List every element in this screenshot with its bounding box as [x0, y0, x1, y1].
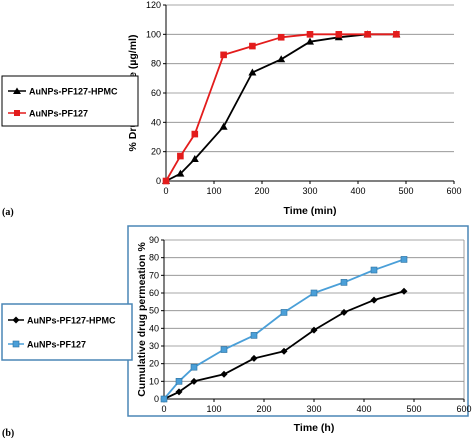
a-x-tick-label: 600 — [446, 186, 461, 196]
b-series-1-point — [370, 266, 378, 274]
b-series-1-point — [400, 256, 408, 263]
b-x-tick-label: 0 — [161, 404, 166, 414]
b-series-0-point — [400, 287, 408, 295]
a-y-tick-label: 40 — [151, 117, 161, 127]
panel-a-x-axis-label: Time (min) — [284, 205, 337, 217]
a-x-tick-label: 300 — [302, 186, 317, 196]
b-series-1-point — [160, 395, 168, 403]
b-series-1-point — [190, 363, 198, 371]
a-y-tick-label: 0 — [156, 176, 161, 186]
panel-a: (a) Time (min) % Drug Release (µg/ml) Au… — [1, 0, 462, 218]
panel-a-label: (a) — [2, 207, 14, 218]
panel-b-y-axis-label: Cumulative drug permeation % — [136, 242, 148, 397]
a-series-1-point — [177, 152, 184, 160]
a-series-1-point — [306, 31, 314, 38]
b-series-0-point — [190, 377, 198, 385]
a-series-1-line — [165, 33, 397, 182]
b-y-tick-label: 20 — [149, 359, 159, 369]
a-x-tick-label: 0 — [163, 186, 168, 196]
a-series-1-point — [220, 51, 227, 59]
panel-b-legend-box — [1, 303, 133, 361]
b-y-tick-label: 70 — [149, 270, 159, 280]
b-series-0-point — [370, 296, 378, 304]
panel-b-legend-marker-hpmc — [12, 316, 20, 324]
panel-a-legend-box — [1, 75, 139, 127]
a-series-0-point — [219, 122, 228, 130]
b-series-1-point — [280, 309, 288, 316]
b-y-tick-label: 60 — [149, 288, 159, 298]
a-x-tick-label: 400 — [350, 186, 365, 196]
b-series-0-point — [175, 388, 183, 396]
panel-a-legend-label-hpmc: AuNPs-PF127-HPMC — [29, 87, 118, 97]
b-x-tick-label: 600 — [456, 404, 471, 414]
b-y-tick-label: 50 — [149, 306, 159, 316]
a-series-0-point — [277, 55, 286, 63]
panel-a-legend-marker-hpmc — [13, 87, 21, 94]
panel-b-label: (b) — [2, 428, 14, 438]
panel-a-legend-marker-pf127 — [14, 110, 20, 116]
panel-b-x-axis-label: Time (h) — [294, 422, 335, 434]
b-y-tick-label: 30 — [149, 341, 159, 351]
a-y-tick-label: 60 — [151, 88, 161, 98]
b-x-tick-label: 500 — [406, 404, 421, 414]
b-series-0-point — [310, 326, 318, 334]
b-x-tick-label: 300 — [306, 404, 321, 414]
b-series-0-point — [340, 308, 348, 316]
a-series-1-point — [393, 31, 400, 38]
a-series-1-point — [335, 31, 343, 38]
b-y-tick-label: 40 — [149, 323, 159, 333]
panel-b-frame — [127, 225, 469, 417]
a-x-tick-label: 100 — [206, 186, 221, 196]
panel-b-legend-label-hpmc: AuNPs-PF127-HPMC — [27, 316, 116, 326]
b-y-tick-label: 10 — [149, 376, 159, 386]
a-series-0-point — [306, 37, 314, 45]
a-y-tick-label: 100 — [146, 29, 161, 39]
a-series-1-point — [277, 33, 285, 41]
b-y-tick-label: 90 — [149, 235, 159, 245]
b-series-0-point — [250, 354, 258, 362]
a-series-1-point — [364, 31, 371, 38]
b-series-1-line — [163, 258, 405, 400]
b-series-1-point — [175, 378, 183, 385]
a-y-tick-label: 120 — [146, 0, 161, 10]
b-series-0-point — [220, 370, 228, 378]
a-series-0-point — [176, 169, 185, 177]
a-series-1-point — [249, 42, 256, 50]
panel-a-legend: AuNPs-PF127-HPMC AuNPs-PF127 — [1, 75, 139, 127]
a-series-0-line — [165, 33, 397, 182]
a-series-1-point — [162, 177, 170, 185]
b-series-1-point — [250, 332, 258, 339]
a-y-tick-label: 20 — [151, 147, 161, 157]
b-y-tick-label: 80 — [149, 253, 159, 263]
b-series-0-point — [280, 347, 288, 355]
panel-a-legend-label-pf127: AuNPs-PF127 — [29, 109, 88, 119]
b-x-tick-label: 200 — [256, 404, 271, 414]
a-series-1-point — [191, 130, 199, 138]
b-series-0-line — [163, 290, 405, 400]
a-y-tick-label: 80 — [151, 59, 161, 69]
panel-b-legend-marker-pf127 — [12, 340, 20, 348]
b-series-1-point — [220, 346, 228, 353]
a-series-0-point — [190, 155, 199, 162]
panel-b: (b) Time (h) Cumulative drug permeation … — [1, 225, 472, 438]
b-series-1-point — [340, 279, 348, 286]
b-x-tick-label: 400 — [356, 404, 371, 414]
b-y-tick-label: 0 — [154, 394, 159, 404]
panel-b-legend: AuNPs-PF127-HPMC AuNPs-PF127 — [1, 303, 133, 361]
panel-b-legend-label-pf127: AuNPs-PF127 — [27, 340, 86, 350]
a-series-0-point — [248, 68, 257, 76]
a-x-tick-label: 500 — [398, 186, 413, 196]
a-x-tick-label: 200 — [254, 186, 269, 196]
b-series-1-point — [310, 289, 318, 297]
b-x-tick-label: 100 — [206, 404, 221, 414]
